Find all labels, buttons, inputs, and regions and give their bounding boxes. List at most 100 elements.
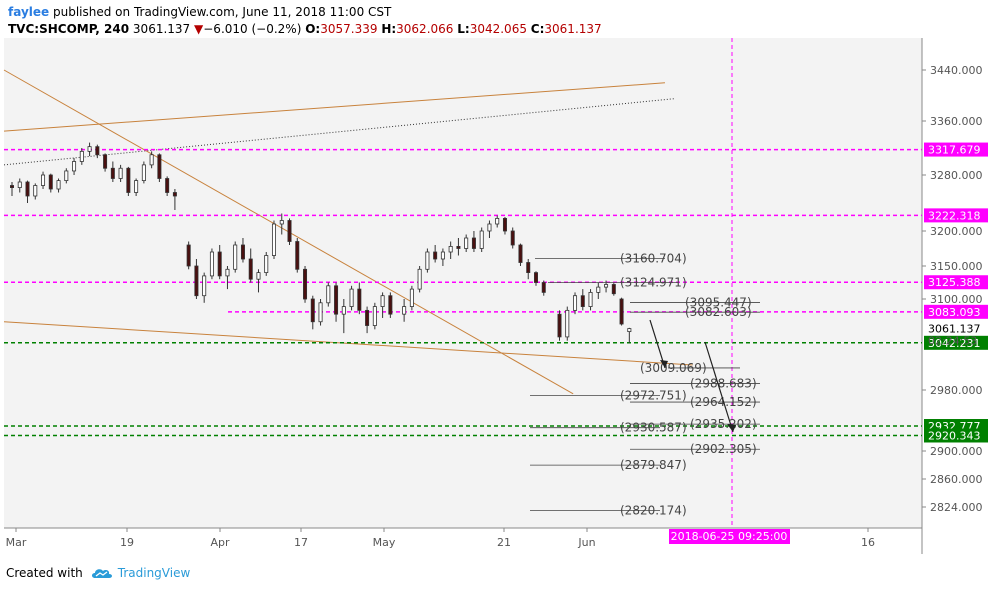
low-label: L: [457, 22, 470, 36]
projection-label: (2879.847) [620, 458, 687, 472]
price-tag-plain[interactable] [924, 321, 988, 336]
x-tick-label: Apr [210, 536, 230, 549]
candle-body [510, 230, 515, 246]
projection-label: (2902.305) [690, 442, 757, 456]
projection-arrow-short [649, 319, 666, 369]
candle-body [604, 284, 609, 288]
candle-body [64, 170, 69, 181]
price-tag-label: 3061.137 [928, 322, 981, 335]
candle-body [225, 268, 230, 277]
candle-body [518, 244, 523, 263]
candle-body [25, 181, 30, 197]
x-tick-label: 16 [861, 536, 875, 549]
candle-body [186, 244, 191, 267]
x-tick-label: Mar [6, 536, 27, 549]
projection-label: (2988.683) [690, 376, 757, 390]
projection-arrow-long [704, 341, 734, 433]
y-tick-label: 3280.000 [930, 169, 983, 182]
candle-body [134, 180, 139, 193]
candle-body [17, 181, 22, 188]
candle-body [95, 146, 100, 156]
candle-body [502, 217, 507, 232]
price-tag-magenta[interactable] [924, 142, 988, 157]
candle-body [334, 285, 339, 315]
candle-body [194, 265, 199, 297]
symbol-label: TVC:SHCOMP, 240 [8, 22, 130, 36]
price-change: −6.010 (−0.2%) [203, 22, 302, 36]
open-value: 3057.339 [320, 22, 378, 36]
candle-body [471, 237, 476, 249]
candle-body [172, 192, 177, 197]
date-tag[interactable] [669, 529, 790, 544]
price-tag-magenta[interactable] [924, 275, 988, 290]
candle-body [287, 220, 292, 242]
candle-body [295, 241, 300, 270]
high-value: 3062.066 [396, 22, 454, 36]
projection-label: (3160.704) [620, 252, 687, 266]
price-tag-green[interactable] [924, 428, 988, 443]
price-tag-magenta[interactable] [924, 208, 988, 223]
candle-body [588, 291, 593, 307]
candle-body [433, 251, 438, 260]
price-tag-label: 3222.318 [928, 209, 981, 222]
candle-body [573, 295, 578, 311]
candle-body [103, 154, 108, 169]
candle-body [79, 150, 84, 162]
candle-body [126, 167, 131, 193]
projection-label: (2820.174) [620, 503, 687, 517]
x-tick-label: 19 [120, 536, 134, 549]
candle-body [202, 275, 207, 297]
footer: Created with TradingView [6, 566, 190, 580]
candle-body [464, 237, 469, 249]
candle-body [456, 245, 461, 249]
candle-body [141, 164, 146, 181]
candle-body [9, 185, 14, 188]
candle-body [56, 180, 61, 190]
candle-body [380, 295, 385, 307]
arrow-head-icon [727, 424, 736, 432]
down-arrow-icon: ▼ [194, 22, 204, 36]
candle-body [357, 288, 362, 311]
candle-body [217, 251, 222, 277]
candle-body [349, 288, 354, 307]
candle-body [157, 154, 162, 179]
price-tag-label: 2920.343 [928, 429, 981, 442]
candle-body [165, 178, 170, 193]
price-tag-label: 3042.231 [928, 337, 981, 350]
x-tick-label: 17 [294, 536, 308, 549]
author-name[interactable]: faylee [8, 5, 50, 19]
tradingview-link[interactable]: TradingView [91, 566, 190, 580]
dotted-channel-line[interactable] [3, 98, 675, 166]
x-tick-label: 21 [497, 536, 511, 549]
y-tick-label: 3150.000 [930, 260, 983, 273]
bar-countdown: 02:24:53 [928, 334, 977, 347]
candle-body [533, 272, 538, 283]
candle-body [149, 154, 154, 166]
candle-body [271, 223, 276, 256]
upper-channel-line[interactable] [3, 82, 665, 132]
projection-label: (2972.751) [620, 389, 687, 403]
candle-body [440, 251, 445, 260]
candle-body [417, 268, 422, 290]
candle-body [448, 245, 453, 253]
candle-body [388, 295, 393, 315]
price-tag-green[interactable] [924, 335, 988, 350]
candle-body [310, 298, 315, 323]
candle-body [565, 309, 570, 338]
y-tick-label: 3440.000 [930, 64, 983, 77]
price-tag-label: 3317.679 [928, 144, 981, 157]
candle-body [372, 306, 377, 326]
candle-body [526, 262, 531, 274]
candle-body [41, 174, 46, 186]
candle-body [409, 288, 414, 307]
price-tag-magenta[interactable] [924, 304, 988, 319]
y-tick-label: 3100.000 [930, 293, 983, 306]
y-tick-label: 2860.000 [930, 473, 983, 486]
y-tick-label: 3200.000 [930, 225, 983, 238]
candle-body [303, 268, 308, 300]
plot-area[interactable] [4, 38, 922, 528]
candle-body [487, 223, 492, 232]
candle-body [33, 185, 38, 197]
candle-body [611, 284, 616, 295]
